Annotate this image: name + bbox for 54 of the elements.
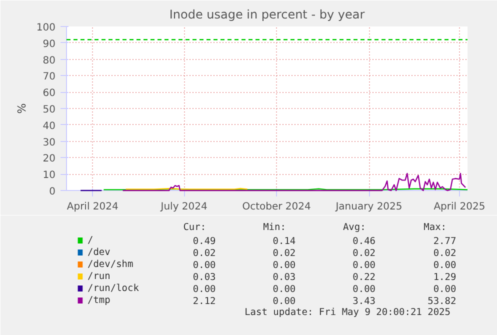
text: 2.77 [433, 236, 456, 247]
x-tick-label: July 2024 [160, 202, 208, 212]
text: 0.00 [433, 284, 456, 295]
y-tick-label: 30 [42, 137, 56, 148]
legend-label: /run [87, 271, 110, 282]
text: Cur: [183, 222, 206, 233]
text: 3.43 [352, 296, 376, 307]
text: 0.00 [272, 296, 296, 307]
x-tick-label: October 2024 [242, 202, 311, 212]
y-axis-title: % [15, 103, 28, 114]
text: 0.00 [272, 284, 296, 295]
text: 0.02 [352, 248, 376, 259]
text: 53.82 [428, 296, 456, 307]
text: 0.02 [272, 248, 296, 259]
text: 0.02 [433, 248, 456, 259]
text: 0.00 [352, 284, 376, 295]
text: 0.22 [352, 272, 376, 283]
y-tick-label: 40 [42, 120, 56, 132]
text: Max: [424, 222, 447, 233]
legend-label: /run/lock [87, 283, 140, 294]
x-tick-label: April 2024 [66, 202, 118, 212]
text: 0.00 [192, 260, 216, 271]
legend-label: /dev [87, 247, 111, 258]
y-tick-label: 50 [42, 104, 56, 116]
text: 0.00 [352, 260, 376, 271]
text: 1.29 [433, 272, 456, 283]
y-tick-label: 60 [42, 88, 56, 100]
y-tick-label: 10 [42, 170, 56, 182]
text: 0.14 [272, 236, 296, 247]
legend-label: /dev/shm [87, 259, 134, 270]
text: 0.03 [272, 272, 296, 283]
text: 0.02 [192, 248, 216, 259]
chart-title: Inode usage in percent - by year [169, 8, 365, 22]
y-tick-label: 100 [36, 22, 56, 34]
y-tick-label: 90 [42, 38, 56, 50]
x-tick-label: January 2025 [334, 202, 402, 212]
y-tick-label: 70 [42, 72, 56, 83]
legend-label: / [87, 235, 94, 246]
text: 0.46 [352, 236, 376, 247]
y-tick-label: 80 [42, 55, 56, 66]
text: 2.12 [192, 296, 216, 307]
text: Last update: Fri May 9 20:00:21 2025 [244, 307, 450, 318]
text: Min: [263, 222, 286, 233]
y-tick-label: 0 [49, 186, 56, 198]
text: 0.00 [272, 260, 296, 271]
legend-label: /tmp [87, 295, 111, 306]
x-tick-label: April 2025 [434, 202, 486, 212]
text: Avg: [342, 222, 366, 233]
y-tick-label: 20 [42, 154, 56, 165]
text: 0.00 [192, 284, 216, 295]
line-series [122, 172, 466, 192]
text: 0.00 [433, 260, 456, 271]
text: 0.03 [192, 272, 216, 283]
text: 0.49 [192, 236, 216, 247]
